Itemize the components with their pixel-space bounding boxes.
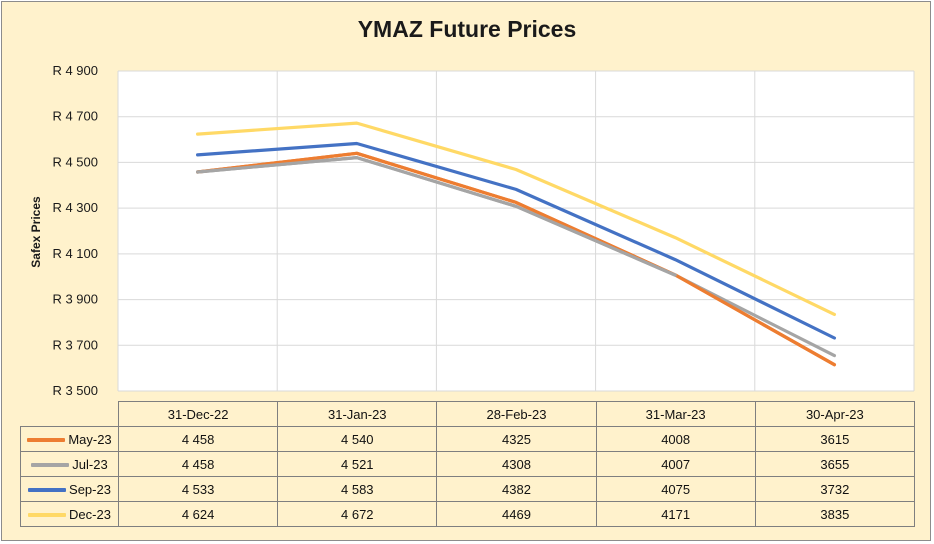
legend-entry: Dec-23	[20, 501, 119, 527]
data-table-cell: 4 624	[117, 501, 279, 527]
legend-label: Jul-23	[72, 456, 108, 472]
series-line-sep-23	[196, 141, 837, 340]
legend-key	[28, 513, 67, 518]
legend-label: Sep-23	[69, 481, 111, 497]
data-table-cell: 3835	[754, 501, 915, 527]
x-tick-label: 28-Feb-23	[436, 401, 597, 427]
x-tick-label: 30-Apr-23	[754, 401, 915, 427]
legend-entry: Jul-23	[20, 451, 119, 477]
data-table-row: Dec-23 4 624 4 672 4469 4171 3835	[20, 501, 915, 527]
plot-background	[118, 71, 914, 391]
data-table-cell: 4 458	[117, 451, 279, 477]
data-table-cell: 4171	[595, 501, 756, 527]
legend-key	[28, 488, 67, 493]
data-table-cell: 4008	[595, 426, 756, 452]
series-line-may-23-top	[196, 151, 837, 367]
legend-entry: Sep-23	[20, 476, 119, 502]
y-tick-label: R 3 900	[52, 292, 98, 307]
data-table-cell: 4469	[436, 501, 597, 527]
y-tick-label: R 3 500	[52, 383, 98, 398]
data-table-cell: 4075	[595, 476, 756, 502]
legend-label: Dec-23	[69, 506, 111, 522]
x-tick-label: 31-Dec-22	[117, 401, 279, 427]
data-table-cell: 4 672	[277, 501, 438, 527]
x-tick-label: 31-Mar-23	[595, 401, 756, 427]
data-table-row: May-23 4 458 4 540 4325 4008 3615	[20, 426, 915, 452]
y-tick-label: R 4 100	[52, 246, 98, 261]
data-table-cell: 4382	[436, 476, 597, 502]
data-table-cell: 4325	[436, 426, 597, 452]
data-table-row: Jul-23 4 458 4 521 4308 4007 3655	[20, 451, 915, 477]
data-table: 31-Dec-22 31-Jan-23 28-Feb-23 31-Mar-23 30-A…	[20, 401, 915, 527]
y-tick-label: R 4 300	[52, 200, 98, 215]
series-line-dec-23	[196, 121, 837, 316]
legend-key	[27, 438, 66, 443]
data-table-cell: 3655	[754, 451, 915, 477]
data-table-cell: 3732	[754, 476, 915, 502]
legend-key	[31, 463, 70, 468]
y-tick-label: R 4 900	[52, 63, 98, 78]
data-table-row: Sep-23 4 533 4 583 4382 4075 3732	[20, 476, 915, 502]
data-table-cell: 4 521	[277, 451, 438, 477]
data-table-corner	[21, 402, 119, 427]
data-table-cell: 4308	[436, 451, 597, 477]
y-tick-label: R 4 500	[52, 154, 98, 169]
data-table-cell: 4 583	[277, 476, 438, 502]
y-tick-label: R 4 700	[52, 109, 98, 124]
legend-entry: May-23	[20, 426, 119, 452]
data-table-cell: 4007	[595, 451, 756, 477]
data-table-cell: 4 540	[277, 426, 438, 452]
series-line-jul-23-top	[196, 156, 677, 277]
legend-label: May-23	[68, 431, 112, 447]
y-tick-label: R 3 700	[52, 337, 98, 352]
x-tick-label: 31-Jan-23	[277, 401, 438, 427]
data-table-header-row: 31-Dec-22 31-Jan-23 28-Feb-23 31-Mar-23 30-A…	[21, 401, 915, 427]
chart-title: YMAZ Future Prices	[357, 16, 577, 42]
data-table-cell: 4 458	[117, 426, 279, 452]
data-table-cell: 3615	[754, 426, 915, 452]
data-table-cell: 4 533	[117, 476, 279, 502]
